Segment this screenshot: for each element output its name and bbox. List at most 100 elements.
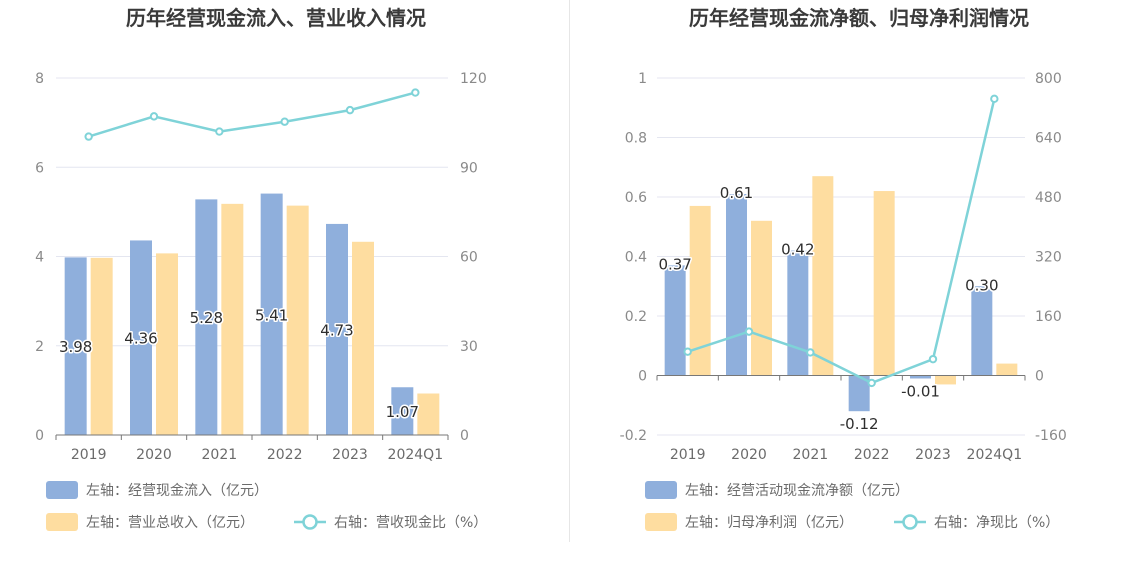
legend-swatch-series2	[645, 513, 677, 531]
legend-label: 左轴：经营现金流入（亿元）	[86, 483, 268, 499]
ratio-line	[88, 91, 416, 138]
data-label: 0.42	[781, 241, 814, 259]
x-axis-category: 2021	[793, 447, 829, 463]
left-axis-tick: 6	[35, 160, 44, 176]
x-axis-category: 2024Q1	[967, 447, 1023, 463]
ratio-point-2019	[84, 132, 93, 141]
legend-marker-series3	[902, 514, 918, 530]
x-axis-category: 2020	[136, 447, 172, 463]
left-axis-tick: 0.6	[625, 190, 647, 206]
bar-2024Q1-series1	[971, 286, 993, 376]
left-axis-tick: 1	[638, 71, 647, 87]
x-axis-category: 2022	[267, 447, 303, 463]
legend-swatch-series2	[46, 513, 78, 531]
right-axis-tick: 90	[460, 160, 478, 176]
right-axis-tick: 160	[1035, 309, 1062, 325]
left-axis-tick: 0.2	[625, 309, 647, 325]
bar-2021-series1	[195, 199, 218, 435]
cashflow-revenue-chart: 历年经营现金流入、营业收入情况 0 2 4 6 8 0 30 60 90 120 2019 2020 20…	[35, 6, 487, 531]
chart-title: 历年经营现金流净额、归母净利润情况	[689, 6, 1029, 30]
x-axis-category: 2021	[202, 447, 238, 463]
bar-2023-series1	[326, 223, 348, 435]
legend-label: 右轴：营收现金比（%）	[334, 515, 487, 531]
x-axis-category: 2022	[854, 447, 890, 463]
bar-2022-series1	[260, 193, 283, 435]
x-axis-category: 2024Q1	[388, 447, 444, 463]
right-axis-tick: 30	[460, 339, 478, 355]
right-axis-tick: -160	[1035, 428, 1067, 444]
right-axis-tick: 0	[460, 428, 469, 444]
data-label: 5.41	[255, 306, 288, 324]
data-label: 3.98	[59, 338, 92, 356]
right-axis-tick: 640	[1035, 131, 1062, 147]
bar-2019-series1	[64, 257, 87, 435]
right-axis-tick: 120	[460, 71, 487, 87]
left-axis-tick: 4	[35, 250, 44, 266]
legend-label: 左轴：经营活动现金流净额（亿元）	[685, 483, 909, 499]
legend-label: 左轴：营业总收入（亿元）	[86, 515, 254, 531]
bar-2024Q1-series2	[417, 393, 440, 435]
ratio-point-2022	[867, 378, 876, 388]
x-axis-category: 2023	[915, 447, 951, 463]
legend-swatch-series1	[46, 481, 78, 499]
bar-2022-series2	[286, 205, 309, 435]
right-axis-tick: 0	[1035, 369, 1044, 385]
ratio-point-2020	[149, 112, 159, 121]
bar-2022-series1	[848, 375, 870, 412]
x-axis-category: 2019	[670, 447, 706, 463]
left-axis-tick: 0.8	[625, 131, 647, 147]
bar-2023-series2	[935, 375, 956, 385]
data-label: -0.12	[840, 415, 879, 433]
data-label: 4.73	[320, 321, 353, 339]
x-axis-category: 2020	[731, 447, 767, 463]
bar-2024Q1-series2	[996, 363, 1018, 376]
bar-2021-series1	[787, 250, 809, 376]
bar-2019-series1	[664, 265, 686, 376]
chart-title: 历年经营现金流入、营业收入情况	[126, 6, 426, 30]
left-axis-tick: 0	[638, 369, 647, 385]
panel-divider	[569, 0, 570, 542]
bar-2020-series1	[130, 240, 152, 435]
data-label: 4.36	[124, 330, 157, 348]
ratio-point-2021	[215, 127, 224, 136]
left-axis-tick: 8	[35, 71, 44, 87]
ratio-point-2024Q1	[990, 94, 999, 104]
data-label: 5.28	[190, 309, 223, 327]
right-axis-tick: 800	[1035, 71, 1062, 87]
legend-label: 左轴：归母净利润（亿元）	[685, 514, 853, 531]
data-label: 1.07	[386, 403, 419, 421]
ratio-point-2023	[928, 354, 938, 364]
right-axis-tick: 480	[1035, 190, 1062, 206]
data-label: 0.37	[658, 255, 691, 273]
left-axis-tick: 2	[35, 339, 44, 355]
data-label: -0.01	[901, 382, 940, 400]
ratio-point-2020	[744, 327, 754, 336]
bar-2024Q1-series1	[391, 387, 414, 435]
bar-2019-series2	[689, 205, 711, 376]
left-axis-tick: -0.2	[620, 428, 647, 444]
bar-2023-series2	[352, 241, 374, 435]
bar-2020-series2	[751, 220, 772, 376]
legend-label: 右轴：净现比（%）	[934, 515, 1059, 531]
x-axis-category: 2019	[71, 447, 107, 463]
legend-swatch-series1	[645, 481, 677, 499]
bar-2021-series2	[812, 176, 834, 376]
ratio-line	[687, 98, 996, 385]
ratio-point-2022	[280, 117, 289, 126]
bar-2022-series2	[873, 191, 895, 376]
left-axis-tick: 0	[35, 428, 44, 444]
right-axis-tick: 320	[1035, 250, 1062, 266]
bar-2023-series1	[910, 375, 931, 379]
data-label: 0.30	[965, 276, 998, 294]
right-axis-tick: 60	[460, 250, 478, 266]
x-axis-category: 2023	[332, 447, 368, 463]
bar-2020-series1	[726, 194, 747, 376]
bar-2019-series2	[90, 257, 113, 435]
ratio-point-2019	[683, 347, 692, 356]
bar-2020-series2	[156, 253, 178, 435]
left-axis-tick: 0.4	[625, 250, 647, 266]
legend-marker-series3	[302, 514, 318, 530]
ratio-point-2023	[345, 105, 355, 115]
data-label: 0.61	[720, 184, 753, 202]
